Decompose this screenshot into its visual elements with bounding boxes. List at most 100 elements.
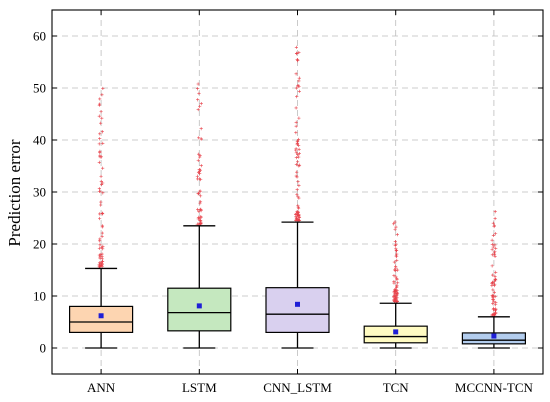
outlier-point bbox=[395, 277, 399, 282]
outlier-point bbox=[98, 154, 102, 158]
y-tick-label: 20 bbox=[33, 237, 46, 252]
x-tick-label: MCCNN-TCN bbox=[455, 380, 534, 395]
outlier-point bbox=[490, 264, 494, 268]
outlier-point bbox=[395, 249, 399, 253]
outlier-point bbox=[98, 243, 102, 247]
outlier-point bbox=[494, 270, 498, 274]
outlier-point bbox=[396, 281, 400, 285]
outlier-point bbox=[99, 121, 103, 125]
x-tick-label: CNN_LSTM bbox=[263, 380, 332, 395]
outlier-point bbox=[199, 194, 203, 198]
outliers-mccnn-tcn bbox=[490, 210, 498, 317]
outlier-point bbox=[393, 227, 397, 231]
outlier-point bbox=[395, 284, 399, 288]
outlier-point bbox=[493, 309, 497, 313]
outlier-point bbox=[197, 209, 201, 213]
outlier-point bbox=[98, 189, 102, 193]
outlier-point bbox=[98, 97, 102, 101]
box-plot-series bbox=[68, 45, 526, 349]
outlier-point bbox=[98, 149, 102, 153]
outlier-point bbox=[98, 255, 102, 259]
outlier-point bbox=[491, 245, 495, 249]
outlier-point bbox=[492, 279, 497, 283]
outlier-point bbox=[392, 222, 396, 226]
outlier-point bbox=[97, 187, 101, 191]
y-tick-label: 40 bbox=[33, 133, 46, 148]
outlier-point bbox=[395, 291, 400, 295]
outlier-point bbox=[297, 216, 302, 220]
outlier-point bbox=[98, 216, 102, 221]
outlier-point bbox=[394, 248, 398, 252]
outlier-point bbox=[100, 264, 104, 268]
outlier-point bbox=[395, 254, 399, 258]
outlier-point bbox=[494, 246, 498, 250]
outlier-point bbox=[99, 174, 103, 179]
outlier-point bbox=[198, 200, 203, 204]
outlier-point bbox=[297, 147, 301, 151]
y-tick-label: 30 bbox=[33, 185, 46, 200]
mean-marker bbox=[295, 301, 300, 307]
outlier-point bbox=[196, 98, 200, 102]
axes: 0 10 20 30 40 50 60 ANN LSTM CNN_LSTM TCN MCCNN-TCN bbox=[33, 9, 544, 395]
outlier-point bbox=[100, 231, 104, 235]
outlier-point bbox=[199, 221, 203, 225]
y-tick-label: 60 bbox=[33, 29, 46, 44]
outlier-point bbox=[296, 137, 301, 142]
outlier-point bbox=[196, 158, 200, 162]
outlier-point bbox=[294, 211, 298, 215]
outlier-point bbox=[491, 306, 496, 310]
outlier-point bbox=[395, 299, 399, 303]
outlier-point bbox=[394, 296, 398, 300]
outlier-point bbox=[294, 156, 298, 160]
mean-marker bbox=[491, 333, 497, 339]
outlier-point bbox=[100, 225, 104, 229]
outlier-point bbox=[295, 175, 299, 179]
outlier-point bbox=[198, 153, 202, 158]
outlier-point bbox=[100, 234, 104, 239]
outlier-point bbox=[294, 86, 299, 90]
outlier-point bbox=[295, 170, 299, 174]
outlier-point bbox=[491, 301, 495, 306]
outlier-point bbox=[101, 141, 105, 145]
outlier-point bbox=[394, 242, 398, 246]
outlier-point bbox=[394, 266, 398, 270]
outliers-cnn-lstm bbox=[294, 45, 302, 223]
outlier-point bbox=[295, 160, 300, 164]
outlier-point bbox=[494, 300, 498, 305]
outlier-point bbox=[393, 292, 397, 296]
outlier-point bbox=[491, 273, 495, 277]
outlier-point bbox=[297, 76, 301, 80]
outlier-point bbox=[491, 294, 496, 298]
outlier-point bbox=[295, 193, 299, 197]
outlier-point bbox=[493, 243, 497, 247]
outlier-point bbox=[199, 102, 203, 106]
outlier-point bbox=[395, 258, 399, 262]
outlier-point bbox=[297, 213, 301, 217]
box-iqr bbox=[363, 325, 428, 344]
outlier-point bbox=[297, 155, 301, 159]
outlier-point bbox=[296, 204, 300, 208]
outlier-point bbox=[197, 168, 201, 172]
outlier-point bbox=[99, 253, 103, 257]
outlier-point bbox=[101, 247, 105, 251]
x-tick-label: ANN bbox=[87, 380, 116, 395]
outlier-point bbox=[198, 104, 202, 109]
outlier-point bbox=[296, 206, 301, 210]
outlier-point bbox=[297, 218, 301, 223]
box-ann bbox=[68, 86, 134, 349]
outlier-point bbox=[97, 246, 101, 250]
mean-marker bbox=[98, 313, 104, 319]
outlier-point bbox=[392, 274, 396, 278]
outlier-point bbox=[196, 107, 200, 112]
outlier-point bbox=[393, 298, 397, 302]
box-iqr bbox=[265, 287, 330, 333]
outlier-point bbox=[392, 260, 396, 264]
outlier-point bbox=[492, 290, 496, 295]
outlier-point bbox=[297, 164, 301, 168]
outlier-point bbox=[101, 181, 105, 185]
outlier-point bbox=[296, 153, 300, 157]
mean-marker bbox=[393, 329, 399, 335]
outlier-point bbox=[395, 293, 399, 297]
outlier-point bbox=[100, 257, 105, 261]
outlier-point bbox=[98, 212, 102, 216]
